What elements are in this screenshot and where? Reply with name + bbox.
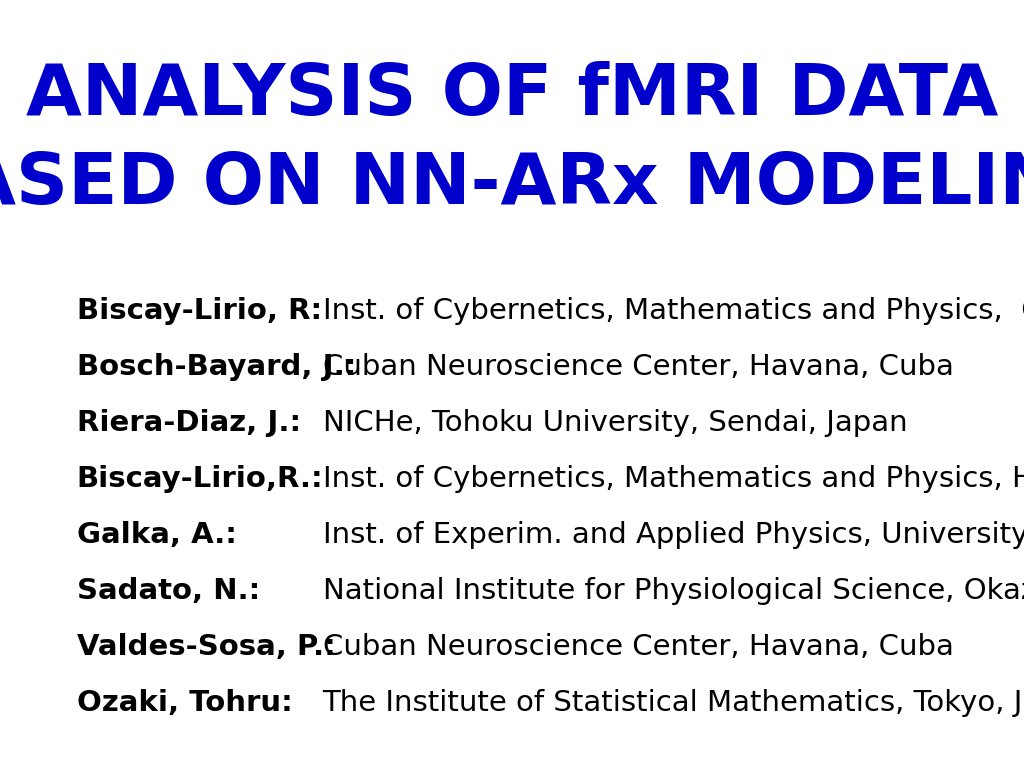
Text: Inst. of Cybernetics, Mathematics and Physics,  Cuba: Inst. of Cybernetics, Mathematics and Ph… <box>323 297 1024 325</box>
Text: Cuban Neuroscience Center, Havana, Cuba: Cuban Neuroscience Center, Havana, Cuba <box>323 634 953 661</box>
Text: Riera-Diaz, J.:: Riera-Diaz, J.: <box>77 409 301 437</box>
Text: The Institute of Statistical Mathematics, Tokyo, Japan: The Institute of Statistical Mathematics… <box>323 690 1024 717</box>
Text: National Institute for Physiological Science, Okazaki, Japan: National Institute for Physiological Sci… <box>323 578 1024 605</box>
Text: Sadato, N.:: Sadato, N.: <box>77 578 260 605</box>
Text: Cuban Neuroscience Center, Havana, Cuba: Cuban Neuroscience Center, Havana, Cuba <box>323 353 953 381</box>
Text: Valdes-Sosa, P.:: Valdes-Sosa, P.: <box>77 634 336 661</box>
Text: Galka, A.:: Galka, A.: <box>77 521 237 549</box>
Text: BASED ON NN-ARx MODELING: BASED ON NN-ARx MODELING <box>0 150 1024 219</box>
Text: Biscay-Lirio, R:: Biscay-Lirio, R: <box>77 297 322 325</box>
Text: Inst. of Cybernetics, Mathematics and Physics, Havana, Cuba: Inst. of Cybernetics, Mathematics and Ph… <box>323 465 1024 493</box>
Text: NICHe, Tohoku University, Sendai, Japan: NICHe, Tohoku University, Sendai, Japan <box>323 409 907 437</box>
Text: Inst. of Experim. and Applied Physics, University of Kiel, Germany: Inst. of Experim. and Applied Physics, U… <box>323 521 1024 549</box>
Text: Bosch-Bayard, J.:: Bosch-Bayard, J.: <box>77 353 356 381</box>
Text: Ozaki, Tohru:: Ozaki, Tohru: <box>77 690 293 717</box>
Text: Biscay-Lirio,R.:: Biscay-Lirio,R.: <box>77 465 324 493</box>
Text: ANALYSIS OF fMRI DATA: ANALYSIS OF fMRI DATA <box>26 61 998 131</box>
